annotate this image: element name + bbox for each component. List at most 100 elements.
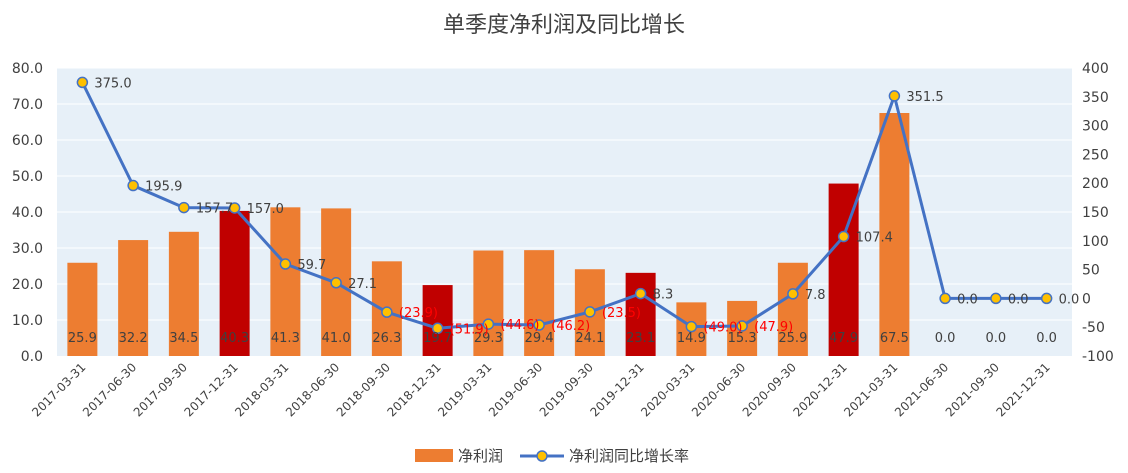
x-tick-label: 2017-03-31 <box>29 360 88 419</box>
x-tick-label: 2019-03-31 <box>435 360 494 419</box>
y-right-tick: 250 <box>1082 147 1109 163</box>
growth-value-label: 107.4 <box>856 231 893 246</box>
x-axis: 2017-03-312017-06-302017-09-302017-12-31… <box>29 360 1052 419</box>
growth-marker <box>837 230 850 243</box>
growth-marker <box>1040 292 1053 305</box>
y-left-tick: 20.0 <box>12 277 43 293</box>
bar <box>118 240 149 356</box>
y-right-tick: -50 <box>1082 320 1105 336</box>
bar-value-label: 26.3 <box>372 331 401 346</box>
bar-value-label: 67.5 <box>880 331 909 346</box>
point-labels: 375.0 195.9 157.7 157.0 59.7 27.1 (23.9) (51.9)… <box>94 76 1079 337</box>
bar <box>270 207 301 356</box>
y-right-tick: 200 <box>1082 176 1109 192</box>
growth-line <box>81 81 1047 330</box>
bar <box>524 250 555 356</box>
x-tick-label: 2021-12-31 <box>994 360 1053 419</box>
y-right-tick: 400 <box>1082 61 1109 77</box>
x-tick-label: 2020-06-30 <box>689 360 748 419</box>
growth-marker <box>533 319 545 331</box>
growth-marker <box>381 306 393 318</box>
x-tick-label: 2020-12-31 <box>791 360 850 419</box>
growth-value-label: 7.8 <box>805 288 826 303</box>
growth-value-label: (23.5) <box>602 306 641 321</box>
growth-value-label: 375.0 <box>94 76 131 91</box>
legend-label-line: 净利润同比增长率 <box>569 447 689 465</box>
legend: 净利润 净利润同比增长率 <box>415 447 689 465</box>
bar-value-label: 24.1 <box>575 331 604 346</box>
bar-value-label: 0.0 <box>935 331 956 346</box>
growth-value-label: (44.6) <box>500 318 539 333</box>
growth-value-label: 0.0 <box>1059 292 1080 307</box>
x-tick-label: 2017-06-30 <box>80 360 139 419</box>
line-series <box>76 76 1053 335</box>
y-right-tick: 50 <box>1082 263 1100 279</box>
y-left-tick: 40.0 <box>12 205 43 221</box>
growth-value-label: (47.9) <box>754 320 793 335</box>
bar <box>777 262 808 356</box>
x-tick-label: 2019-06-30 <box>486 360 545 419</box>
growth-value-label: (49.0) <box>703 321 742 336</box>
growth-marker <box>990 292 1002 305</box>
legend-swatch-marker <box>536 450 548 462</box>
bar <box>422 285 453 356</box>
watermark: 知乎 @丁风点盘 <box>924 418 1100 446</box>
x-tick-label: 2019-12-31 <box>588 360 647 419</box>
x-tick-label: 2020-09-30 <box>740 360 799 419</box>
bar-value-label: 29.3 <box>474 331 503 346</box>
growth-value-label: (46.2) <box>551 319 590 334</box>
bar-value-label: 41.3 <box>271 331 300 346</box>
x-tick-label: 2021-09-30 <box>943 360 1002 419</box>
growth-value-label: 157.7 <box>196 202 233 217</box>
bar-value-label: 0.0 <box>1036 331 1057 346</box>
bar <box>473 250 504 356</box>
growth-marker <box>939 292 951 305</box>
y-left-tick: 0.0 <box>21 349 43 365</box>
x-tick-label: 2020-03-31 <box>638 360 697 419</box>
growth-value-label: 59.7 <box>297 258 326 273</box>
bar <box>219 210 250 356</box>
growth-value-label: (51.9) <box>450 322 489 337</box>
growth-marker <box>634 287 647 300</box>
growth-marker <box>178 201 190 214</box>
y-right-tick: 300 <box>1082 119 1109 135</box>
growth-marker <box>228 202 241 214</box>
chart-title: 单季度净利润及同比增长 <box>443 13 685 38</box>
bar-value-label: 41.0 <box>322 331 351 346</box>
bar-labels: 25.9 32.2 34.5 40.3 41.3 41.0 26.3 19.7 29.3 29.4… <box>68 331 1057 346</box>
growth-marker <box>127 179 139 192</box>
growth-value-label: 195.9 <box>145 180 182 195</box>
legend-label-bar: 净利润 <box>458 447 503 465</box>
growth-value-label: 27.1 <box>348 277 377 292</box>
y-left-tick: 10.0 <box>12 313 43 329</box>
x-tick-label: 2021-06-30 <box>892 360 951 419</box>
bar <box>168 231 199 356</box>
bar-value-label: 40.3 <box>220 331 249 346</box>
growth-value-label: 351.5 <box>906 90 943 105</box>
bar-value-label: 0.0 <box>986 331 1007 346</box>
x-tick-label: 2017-09-30 <box>131 360 190 419</box>
x-tick-label: 2021-03-31 <box>841 360 900 419</box>
bar-value-label: 29.4 <box>525 331 554 346</box>
growth-marker <box>888 90 901 102</box>
x-tick-label: 2017-12-31 <box>182 360 241 419</box>
x-tick-label: 2019-09-30 <box>537 360 596 419</box>
growth-marker <box>584 306 596 318</box>
growth-value-label: 8.3 <box>653 288 674 303</box>
y-right-tick: 150 <box>1082 205 1109 221</box>
growth-marker <box>330 277 342 289</box>
growth-marker <box>482 318 495 330</box>
bar-series <box>67 113 910 356</box>
y-left-tick: 30.0 <box>12 241 43 257</box>
x-tick-label: 2018-12-31 <box>385 360 444 419</box>
growth-marker <box>685 320 698 333</box>
bar-value-label: 47.9 <box>829 331 858 346</box>
growth-marker <box>787 288 799 300</box>
bar <box>879 113 910 356</box>
bar-value-label: 25.9 <box>68 331 97 346</box>
growth-value-label: 0.0 <box>1008 292 1029 307</box>
growth-value-label: 157.0 <box>247 202 284 217</box>
growth-marker <box>431 322 444 335</box>
growth-value-label: (23.9) <box>399 306 438 321</box>
